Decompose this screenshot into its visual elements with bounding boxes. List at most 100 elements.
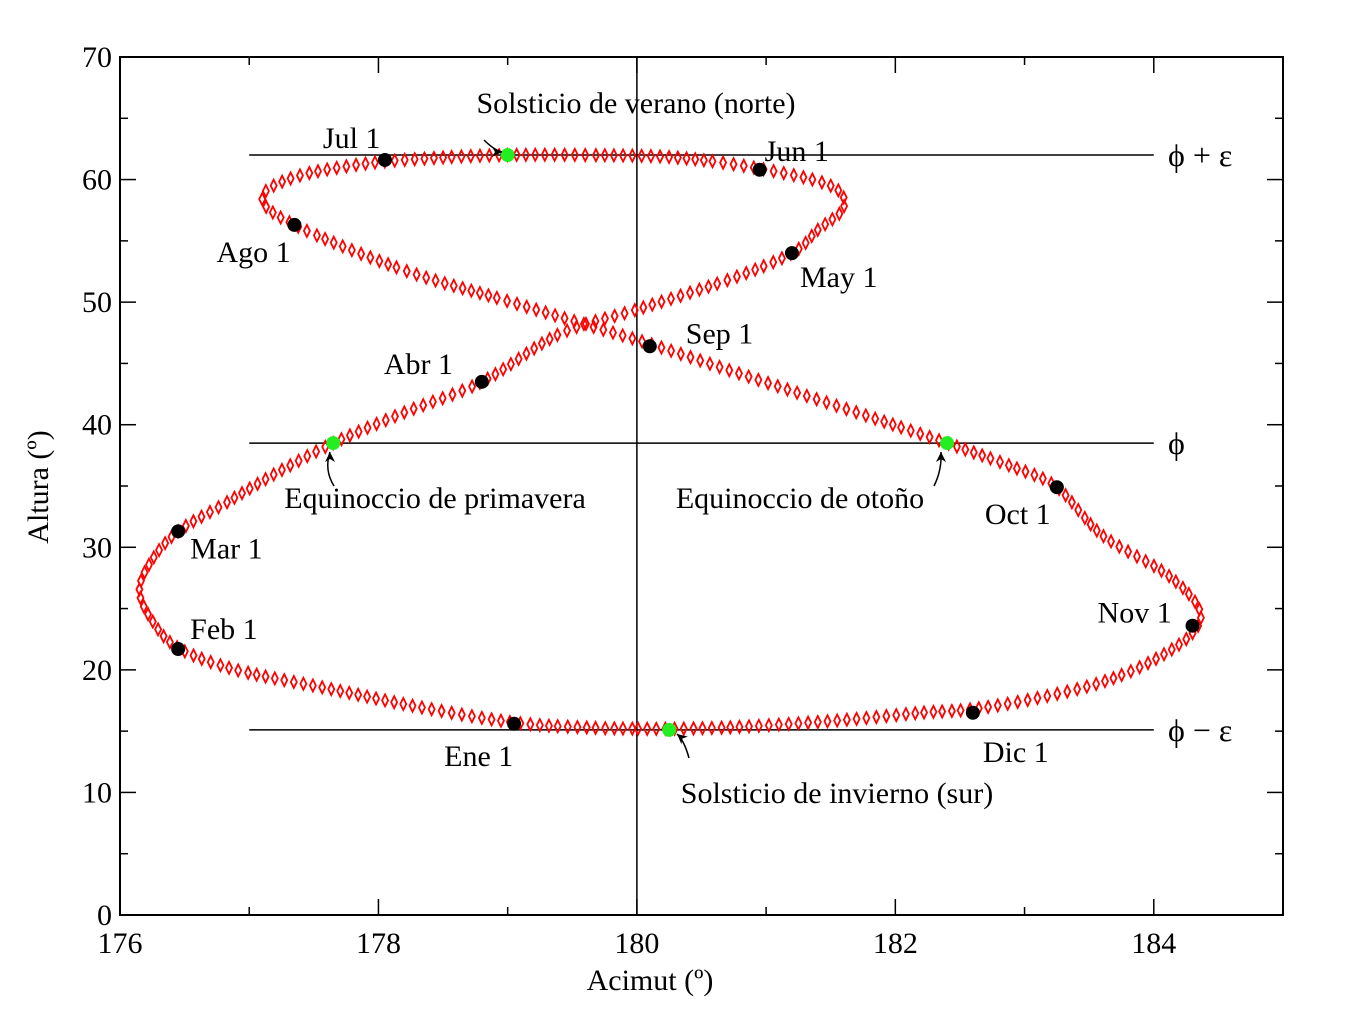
analemma-point [657, 293, 666, 310]
analemma-point [136, 589, 145, 606]
analemma-point [1184, 586, 1193, 603]
month-marker [377, 152, 392, 167]
analemma-point [759, 258, 768, 275]
analemma-point [619, 147, 628, 164]
analemma-point [419, 397, 428, 414]
analemma-point [447, 148, 456, 166]
analemma-point [630, 302, 639, 319]
analemma-point [149, 549, 158, 566]
analemma-point [732, 268, 741, 285]
analemma-point [506, 356, 515, 373]
analemma-point [189, 513, 198, 530]
month-label: Mar 1 [190, 532, 262, 565]
analemma-point [679, 720, 688, 737]
analemma-point [357, 245, 366, 262]
analemma-point [638, 333, 647, 350]
analemma-point [682, 150, 691, 167]
analemma-point [458, 280, 467, 297]
analemma-point [560, 310, 569, 327]
analemma-point [295, 167, 304, 184]
analemma-point [862, 709, 871, 727]
analemma-point [666, 290, 676, 307]
analemma-point [1109, 670, 1118, 687]
month-label: Ene 1 [444, 740, 513, 773]
y-tick-label: 40 [82, 409, 112, 442]
analemma-point [521, 146, 530, 163]
analemma-point [892, 707, 901, 724]
analemma-point [457, 706, 466, 723]
analemma-point [278, 173, 287, 190]
analemma-point [961, 441, 970, 458]
analemma-point [448, 386, 457, 403]
analemma-point [258, 191, 267, 208]
analemma-point [600, 147, 609, 164]
analemma-point [302, 222, 311, 239]
analemma-point [726, 719, 735, 736]
month-label: May 1 [800, 261, 878, 294]
analemma-point [799, 169, 808, 186]
analemma-point [327, 681, 336, 698]
analemma-point [906, 422, 915, 439]
month-label: Dic 1 [983, 736, 1049, 769]
analemma-point [252, 666, 261, 683]
analemma-point [1157, 562, 1166, 579]
analemma-point [723, 272, 732, 289]
analemma-point [308, 677, 317, 694]
analemma-point [329, 234, 338, 251]
analemma-point [628, 330, 637, 347]
analemma-point [807, 228, 816, 245]
analemma-point [342, 158, 351, 175]
analemma-point [573, 719, 582, 736]
analemma-point [852, 710, 861, 727]
analemma-point [318, 679, 327, 696]
analemma-point [400, 151, 409, 168]
analemma-point [784, 715, 793, 733]
analemma-point [522, 298, 531, 315]
analemma-point [601, 720, 610, 737]
analemma-point [253, 475, 262, 492]
analemma-point [1003, 695, 1012, 712]
analemma-point [1086, 516, 1095, 533]
analemma-point [952, 438, 961, 455]
month-marker [287, 217, 302, 232]
analemma-point [531, 146, 540, 163]
analemma-point [449, 277, 458, 294]
analemma-point [828, 211, 837, 228]
analemma-point [345, 684, 354, 701]
analemma-point [1160, 646, 1169, 663]
analemma-point [1092, 675, 1101, 692]
y-tick-label: 20 [82, 654, 112, 687]
analemma-point [390, 152, 399, 169]
analemma-point [691, 151, 700, 168]
analemma-point [144, 556, 153, 573]
analemma-point [214, 499, 223, 516]
analemma-point [572, 319, 581, 336]
analemma-point [920, 704, 929, 721]
month-marker [752, 162, 767, 177]
analemma-point [699, 152, 708, 169]
analemma-point [1171, 573, 1180, 590]
analemma-point [637, 147, 646, 164]
analemma-point [496, 712, 505, 729]
x-tick-label: 184 [1131, 927, 1176, 960]
analemma-point [744, 718, 754, 735]
analemma-point [591, 719, 600, 736]
analemma-point [628, 720, 637, 737]
analemma-point [181, 517, 190, 534]
analemma-point [1175, 636, 1184, 653]
analemma-point [512, 146, 521, 163]
analemma-point [947, 702, 956, 719]
analemma-point [643, 720, 652, 737]
analemma-point [159, 628, 168, 645]
analemma-point [337, 431, 346, 448]
arrowhead [492, 147, 502, 157]
analemma-point [370, 154, 379, 171]
analemma-point [929, 703, 938, 720]
analemma-point [735, 718, 744, 735]
month-marker [507, 716, 522, 731]
analemma-point [707, 720, 716, 737]
analemma-point [581, 315, 590, 332]
analemma-point [783, 381, 792, 398]
analemma-point [1141, 553, 1150, 570]
analemma-point [773, 378, 782, 395]
